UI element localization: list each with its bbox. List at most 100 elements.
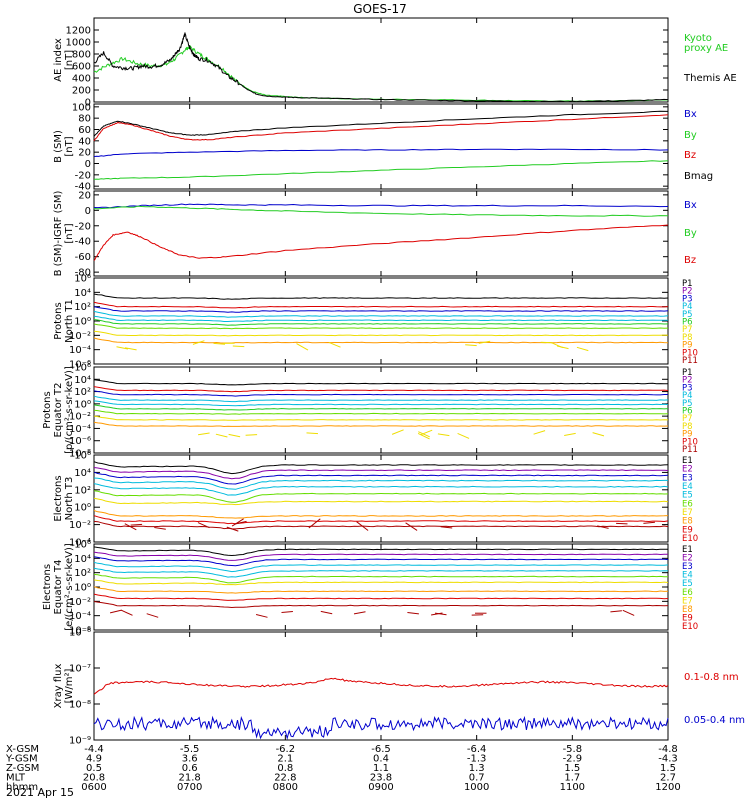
channel-line [93,497,669,506]
orbit-value: 1.1 [373,763,389,774]
legend-entry: By [684,228,697,239]
sparse-segment [198,432,210,436]
panel-frame [93,543,669,631]
legend-entry: P5 [682,310,693,320]
y-axis-label: [nT] [64,223,75,243]
y-tick-label: 100 [72,102,91,113]
sparse-segment [130,523,143,526]
channel-line [93,379,668,386]
y-axis-label: [e/(cm²-s-sr-keV)] [64,543,75,631]
orbit-row-label: Z-GSM [6,763,39,774]
legend-entry: P2 [682,287,693,297]
orbit-table: X-GSM -4.4 -5.5 -6.2 -6.5 -6.4 -5.8 -4.8 Y-GSM 4.… [5,744,681,793]
panel-frame [93,631,669,741]
y-axis-label: Xray flux [53,664,64,709]
sparse-segment [564,432,576,436]
channel-line [93,467,669,480]
y-tick-label: 10⁶ [74,540,91,551]
sparse-segment [391,429,404,435]
channel-line [93,404,669,411]
sparse-segment [116,346,129,350]
y-axis-label: [W/m²] [64,668,75,703]
channel-line [93,593,669,601]
channel-line [93,400,669,407]
legend-entry: P9 [682,430,693,440]
legend-entry: E6 [682,588,693,598]
y-axis-label: Electrons [42,564,53,610]
series-bmag [93,110,669,137]
orbit-value: -4.4 [84,744,104,755]
orbit-value: -6.4 [467,744,487,755]
y-tick-label: 200 [72,86,91,97]
legend-entry: P10 [682,348,698,358]
panel-xray: 10⁻⁹ 10⁻⁸ 10⁻⁷ 10⁻⁶ Xray flux [W/m²] 0.1-0.8 n… [53,628,745,747]
legend-entry: P11 [682,445,698,455]
channel-line [93,293,669,300]
y-tick-label: 20 [78,148,91,159]
y-tick-label: -40 [75,182,91,193]
series-xray-1 [93,715,669,741]
legend-entry: E5 [682,579,693,589]
channel-line [93,579,669,586]
y-tick-label: 10⁴ [74,554,91,565]
y-tick-label: 10⁰ [74,399,91,410]
y-tick-label: 60 [78,125,91,136]
legend-entry: Bx [684,200,697,211]
legend-entry: Bx [684,109,697,120]
legend-entry: E1 [682,456,693,466]
y-axis-label: North T3 [64,477,75,521]
legend-entry: E10 [682,622,698,632]
channel-line [93,483,669,496]
y-axis-label: AE index [53,38,64,82]
panel-frame [93,366,669,454]
orbit-value: -1.3 [467,754,487,765]
orbit-value: 2.7 [660,773,676,784]
channel-line [93,520,669,530]
sparse-segment [457,432,470,439]
legend-entry: E4 [682,571,693,581]
series-by [93,205,669,217]
y-tick-label: 10⁻⁶ [69,360,91,371]
series-bz [93,224,669,261]
channel-line [93,490,669,503]
orbit-value: -6.2 [276,744,296,755]
legend-entry: Bmag [684,171,713,182]
orbit-value: 0.6 [182,763,198,774]
series-themis-ae [94,32,669,103]
orbit-row-label: X-GSM [6,744,39,755]
sparse-segment [643,521,655,524]
legend-entry: P8 [682,422,693,432]
legend-entry: Kyoto [684,33,712,44]
sparse-segment [540,341,553,344]
orbit-value: 1200 [655,782,680,793]
legend-entry: Bz [684,150,696,161]
panel-frame [93,454,669,543]
orbit-value: 1.5 [564,763,580,774]
y-tick-label: -20 [75,170,91,181]
y-tick-label: -20 [75,221,91,232]
sparse-segment [255,614,268,618]
legend-entry: proxy AE [684,43,728,54]
orbit-value: 0700 [177,782,202,793]
sparse-segment [124,523,137,531]
y-tick-label: 10⁰ [74,583,91,594]
legend-entry: E2 [682,465,693,475]
channel-line [93,546,668,557]
orbit-value: 3.6 [182,754,198,765]
legend-entry: E10 [682,534,698,544]
sparse-segment [213,342,226,345]
y-tick-label: 40 [78,136,91,147]
orbit-value: -5.8 [563,744,583,755]
y-tick-label: 10⁻⁴ [69,424,91,435]
channel-line [93,471,669,485]
y-tick-label: 10⁰ [74,317,91,328]
orbit-value: 22.8 [274,773,296,784]
y-tick-label: 10⁻⁶ [69,628,91,639]
sparse-segment [232,345,245,348]
orbit-value: 1.3 [469,763,485,774]
sparse-segment [109,609,122,614]
orbit-value: -4.8 [658,744,678,755]
sparse-segment [125,347,137,351]
legend-entry: E7 [682,596,693,606]
